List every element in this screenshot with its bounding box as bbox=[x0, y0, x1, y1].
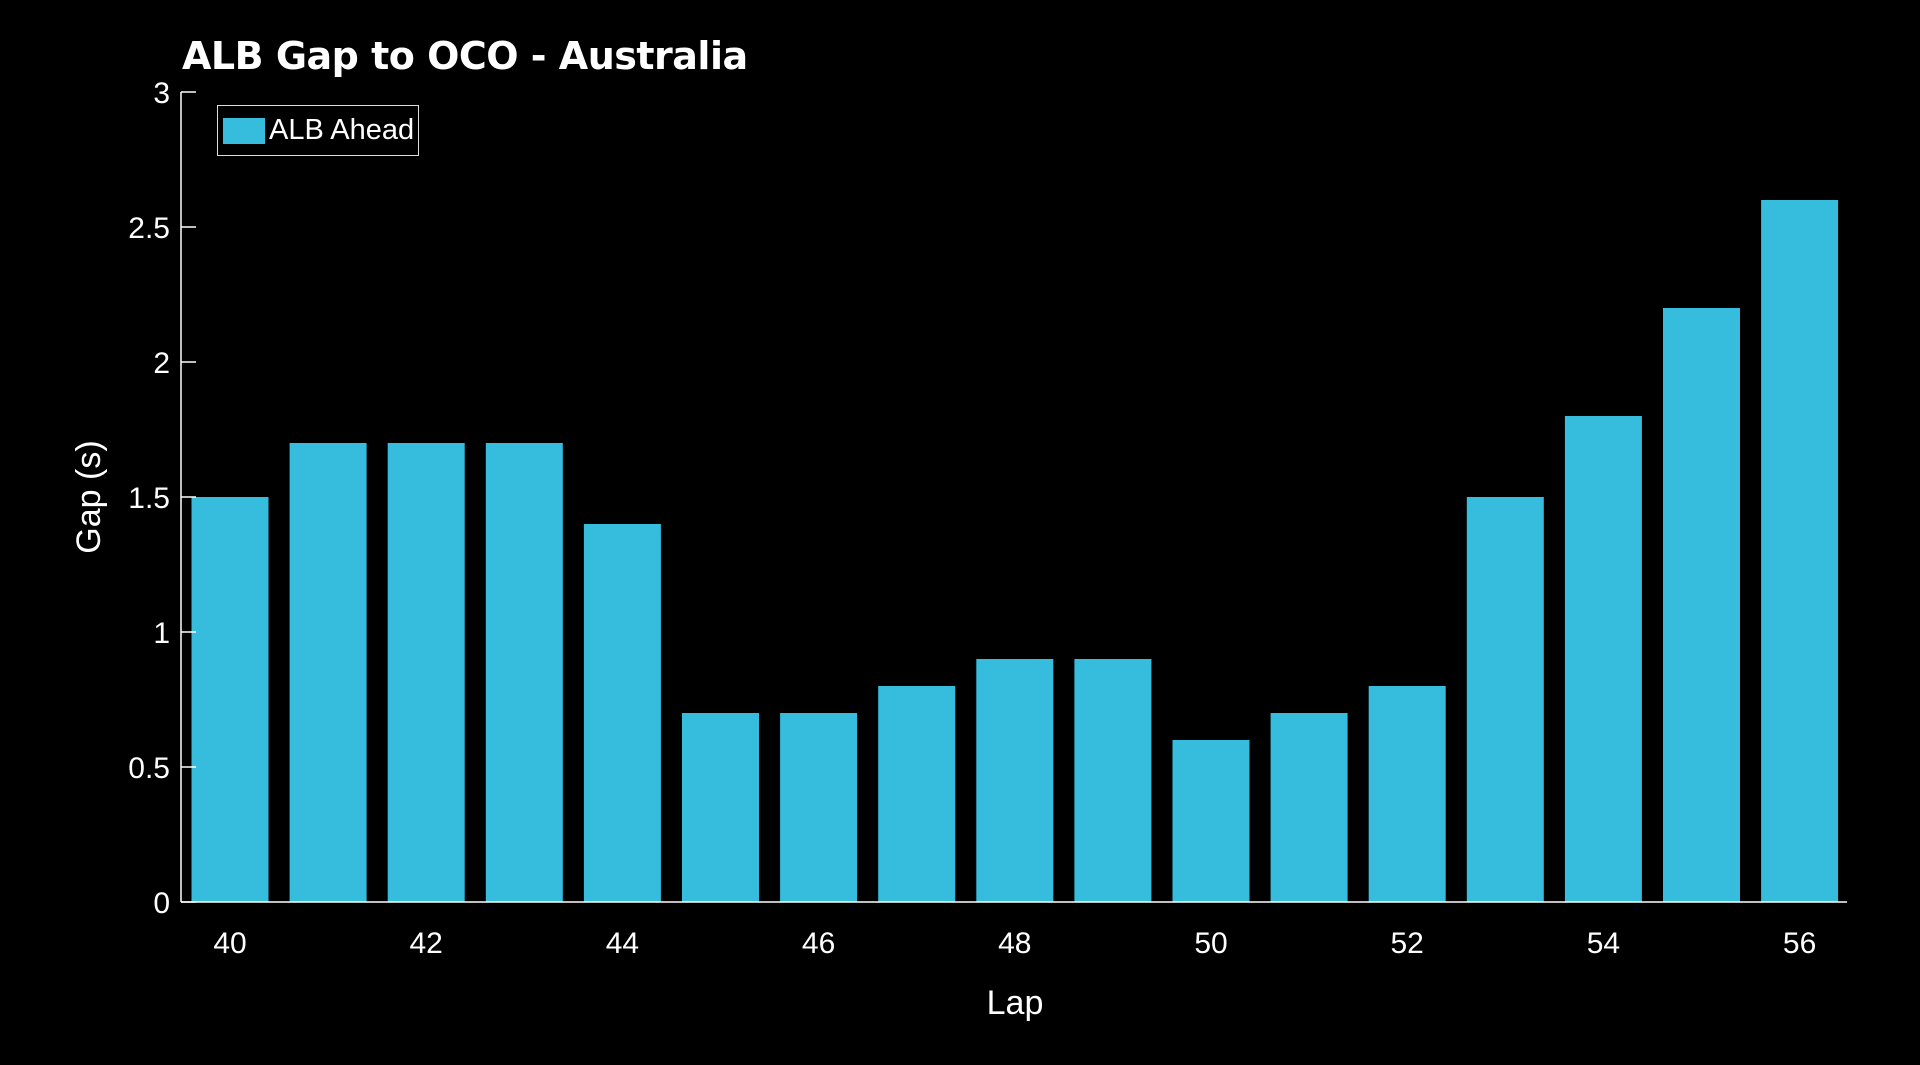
bar-lap-51 bbox=[1270, 713, 1348, 902]
y-tick-label: 2 bbox=[153, 347, 170, 380]
x-tick-label: 52 bbox=[1391, 927, 1424, 960]
x-tick-label: 44 bbox=[606, 927, 639, 960]
x-tick-label: 48 bbox=[998, 927, 1031, 960]
y-tick-label: 1 bbox=[153, 617, 170, 650]
bar-lap-42 bbox=[387, 443, 465, 902]
y-tick-label: 0.5 bbox=[128, 752, 170, 785]
bar-lap-48 bbox=[976, 659, 1054, 902]
x-tick-label: 46 bbox=[802, 927, 835, 960]
y-tick-label: 1.5 bbox=[128, 482, 170, 515]
bar-lap-41 bbox=[289, 443, 367, 902]
bar-lap-46 bbox=[780, 713, 858, 902]
chart-title: ALB Gap to OCO - Australia bbox=[182, 34, 748, 78]
bar-lap-52 bbox=[1368, 686, 1446, 902]
y-axis-label: Gap (s) bbox=[70, 440, 108, 553]
y-tick-label: 2.5 bbox=[128, 212, 170, 245]
y-tick-label: 3 bbox=[153, 77, 170, 110]
x-tick-label: 54 bbox=[1587, 927, 1620, 960]
legend: ALB Ahead bbox=[217, 105, 419, 156]
legend-label: ALB Ahead bbox=[269, 114, 415, 146]
x-tick-label: 50 bbox=[1194, 927, 1227, 960]
x-tick-label: 40 bbox=[213, 927, 246, 960]
x-tick-label: 56 bbox=[1783, 927, 1816, 960]
bar-lap-45 bbox=[682, 713, 759, 902]
legend-swatch bbox=[223, 117, 265, 144]
bar-lap-50 bbox=[1172, 740, 1250, 902]
bar-lap-47 bbox=[878, 686, 956, 902]
bar-lap-56 bbox=[1761, 200, 1839, 902]
bar-lap-53 bbox=[1466, 497, 1544, 902]
x-axis-label: Lap bbox=[987, 984, 1044, 1022]
bar-lap-44 bbox=[583, 524, 661, 902]
bar-lap-40 bbox=[191, 497, 269, 902]
x-tick-label: 42 bbox=[410, 927, 443, 960]
bar-lap-49 bbox=[1074, 659, 1152, 902]
bar-lap-55 bbox=[1663, 308, 1740, 902]
bar-lap-43 bbox=[485, 443, 563, 902]
bar-lap-54 bbox=[1564, 416, 1642, 902]
y-tick-label: 0 bbox=[153, 887, 170, 920]
